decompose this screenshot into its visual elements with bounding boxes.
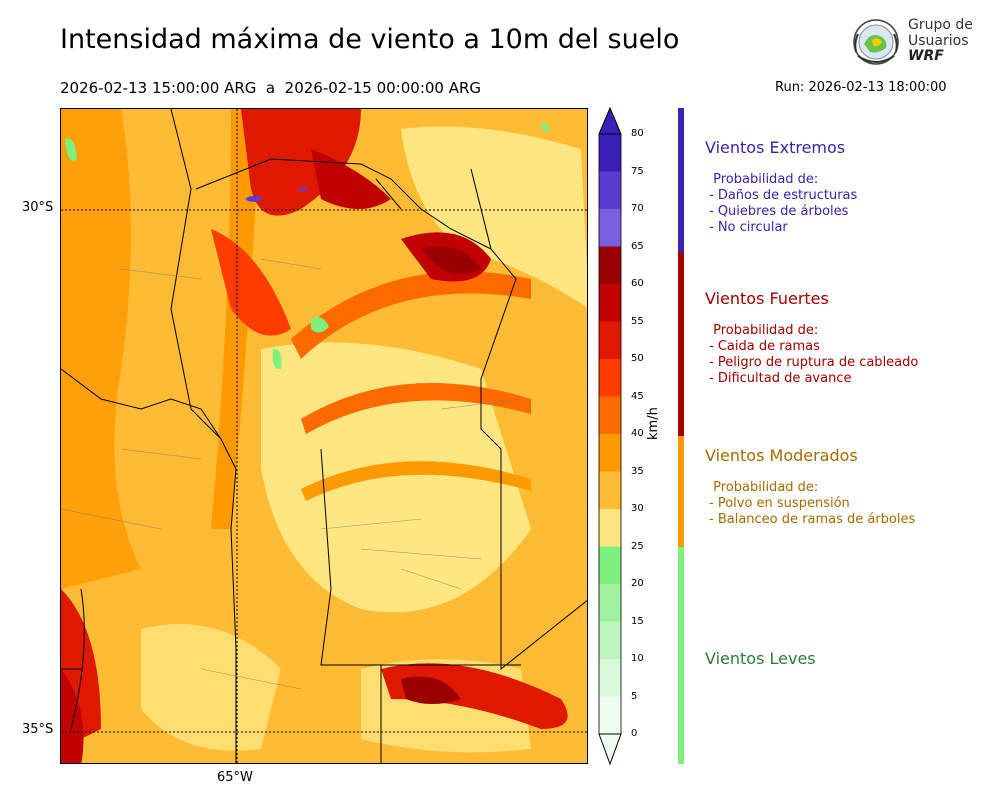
colorbar-cell [599,621,621,660]
colorbar-cell [599,171,621,210]
grupo-wrf-logo: Grupo de Usuarios WRF [848,14,973,74]
colorbar-cell [599,584,621,622]
band-light [678,547,684,764]
colorbar-cell [599,396,621,435]
colorbar-tick-label: 55 [631,315,644,327]
wind-field [61,109,587,763]
globe-logo-icon [853,19,899,65]
colorbar-tick-label: 75 [631,165,644,177]
colorbar-cell [599,209,621,247]
band-strong [678,252,684,436]
colorbar-tick-label: 20 [631,578,644,589]
map-title: Intensidad máxima de viento a 10m del su… [60,24,680,55]
colorbar-tick-label: 35 [631,465,644,477]
colorbar-cell [599,246,621,285]
logo-line2: Usuarios [908,33,969,49]
colorbar-cell [599,471,621,510]
wind-map [60,108,588,764]
category-extreme-title: Vientos Extremos [705,138,846,157]
colorbar-tick-label: 5 [631,690,638,702]
colorbar-tick-label: 45 [631,390,644,402]
category-moderate-text: Probabilidad de: - Polvo en suspensión -… [709,480,916,527]
colorbar-cell [599,359,621,397]
colorbar-cell [599,659,621,697]
logo-line1: Grupo de [908,17,973,33]
band-moderate [678,436,684,547]
lon-label-65w: 65°W [217,770,253,785]
category-extreme-text: Probabilidad de: - Daños de estructuras … [709,172,858,235]
band-extreme [678,108,684,252]
logo-line3: WRF [908,48,944,64]
colorbar-tick-label: 30 [631,503,644,514]
colorbar-cell [599,509,621,547]
category-strong-title: Vientos Fuertes [705,289,829,308]
colorbar-tick-label: 15 [631,615,644,627]
lat-label-30s: 30°S [22,200,54,215]
category-moderate-title: Vientos Moderados [705,446,858,465]
colorbar-tick-label: 10 [631,653,644,664]
lat-label-35s: 35°S [22,722,54,737]
colorbar-tick-label: 60 [631,278,644,289]
category-light-title: Vientos Leves [705,649,816,668]
colorbar-tick-label: 25 [631,540,644,552]
colorbar-tick-label: 40 [631,428,644,439]
colorbar-top-arrow [598,106,622,135]
colorbar-tick-label: 50 [631,353,644,364]
run-time: Run: 2026-02-13 18:00:00 [775,80,947,95]
colorbar-bottom-arrow [598,733,622,766]
colorbar-cell [599,134,621,172]
colorbar-cell [599,696,621,735]
colorbar-cell [599,284,621,322]
colorbar-tick-label: 65 [631,240,644,252]
colorbar-tick-label: 0 [631,728,638,739]
colorbar-cell [599,434,621,472]
colorbar-units: km/h [646,407,661,440]
colorbar-cell [599,321,621,360]
colorbar-tick-label: 70 [631,203,644,214]
colorbar-tick-label: 80 [631,128,644,139]
forecast-period: 2026-02-13 15:00:00 ARG a 2026-02-15 00:… [60,79,482,97]
colorbar-cell [599,546,621,585]
colorbar [598,106,622,766]
category-strong-text: Probabilidad de: - Caida de ramas - Peli… [709,323,919,386]
